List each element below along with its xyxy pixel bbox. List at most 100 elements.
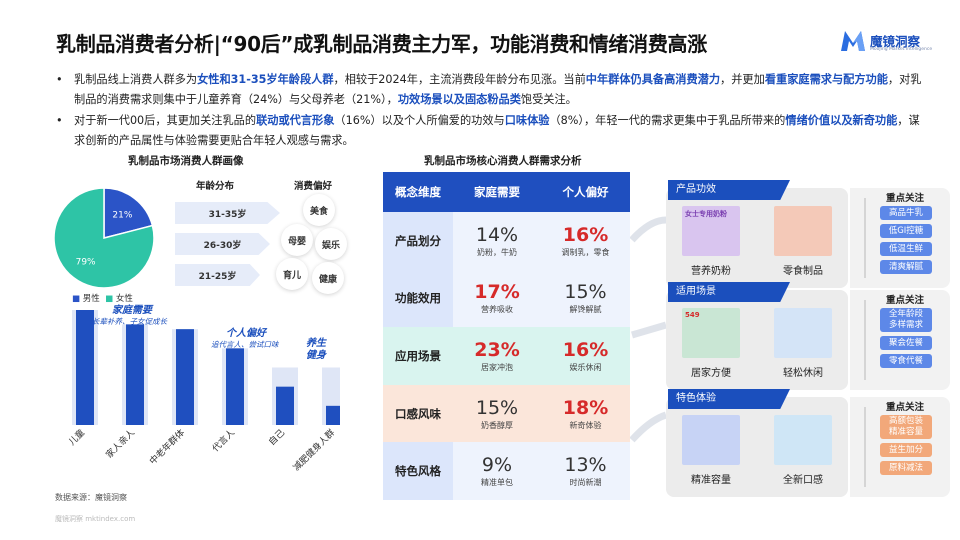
pie-label-0: 21% [112, 210, 132, 220]
bar-2 [176, 329, 194, 425]
key-focus-title: 重点关注 [886, 402, 925, 413]
cell-value: 13% [564, 454, 607, 477]
pref-baby: 母婴 [281, 224, 313, 256]
table-row-label: 功能效用 [383, 269, 453, 328]
family-need-label: 家庭需要 [112, 305, 152, 316]
cell-sub: 奶粉，牛奶 [477, 247, 517, 257]
cell-sub: 时尚新潮 [569, 478, 602, 488]
pref-health: 健康 [312, 262, 344, 294]
cell-sub: 新奇体验 [569, 420, 602, 430]
cell-sub: 娱乐休闲 [569, 362, 602, 372]
focus-pill: 高额包装 精准容量 [880, 415, 932, 439]
divider [864, 407, 866, 487]
product-label: 精准容量 [691, 475, 731, 486]
bar-category-1: 家人亲人 [103, 427, 137, 461]
personal-pref-label: 个人偏好 [226, 328, 266, 339]
bullet-text: ，相较于2024年，主流消费段年龄分布见涨。当前 [333, 73, 586, 86]
table-cell: 15% 解馋解腻 [541, 269, 630, 328]
table-cell: 18% 新奇体验 [541, 384, 630, 443]
product-label: 零食制品 [783, 266, 823, 277]
product-image: 549 [682, 308, 740, 358]
age-title: 年龄分布 [196, 181, 235, 192]
cell-sub: 调制乳，零食 [561, 247, 610, 257]
group-tab: 特色体验 [668, 389, 790, 409]
family-need-sub: 长辈补养、子女促成长 [92, 317, 167, 326]
focus-pill: 低温生鲜 [880, 242, 932, 256]
bar-0 [76, 310, 94, 425]
table-row-label: 产品划分 [383, 212, 453, 270]
product-image [774, 206, 832, 256]
key-focus-title: 重点关注 [886, 295, 925, 306]
table-title: 乳制品市场核心消费人群需求分析 [424, 155, 582, 167]
cell-value: 15% [475, 396, 519, 419]
left-panel-title: 乳制品市场消费人群画像 [128, 155, 244, 167]
table-row-label: 特色风格 [383, 442, 453, 500]
pie-legend: ■ 男性 ■ 女性 [72, 292, 133, 304]
divider [864, 198, 866, 278]
highlight-text: 中年群体仍具备高消费潜力 [585, 73, 721, 86]
product-label: 营养奶粉 [691, 266, 731, 277]
cell-value: 14% [475, 223, 519, 246]
cell-value: 18% [562, 396, 609, 419]
product-image [774, 308, 832, 358]
personal-pref-sub: 追代言人、尝试口味 [211, 340, 279, 349]
pref-parenting: 育儿 [276, 258, 308, 290]
watermark: 魔镜洞察 mktindex.com [55, 515, 136, 523]
age-tag-31-35: 31-35岁 [175, 202, 280, 224]
bullet-text: （8%），年轻一代的需求更集中于乳品所带来的 [549, 114, 786, 127]
legend-female-icon: ■ [105, 294, 114, 304]
product-label: 居家方便 [691, 368, 731, 379]
pie-group: 21% 79% [53, 187, 155, 289]
product-image [774, 415, 832, 465]
pie-label-1: 79% [76, 258, 96, 268]
highlight-text: 看重家庭需求与配方功能 [764, 73, 888, 86]
cell-sub: 营养吸收 [481, 305, 513, 315]
bar-group: 儿童 家人亲人 中老年群体 代言人 自己 减肥健身人群 [66, 310, 340, 473]
divider [864, 300, 866, 380]
focus-pill: 益生加分 [880, 443, 932, 457]
table-cell: 13% 时尚新潮 [541, 442, 630, 500]
cell-sub: 居家冲泡 [481, 362, 513, 372]
bullet-text: ，对乳制品的消费需求则集中于儿童养育（24%）与父母养老（21%）， [74, 73, 922, 106]
bullet-text: 乳制品线上消费人群多为 [74, 73, 198, 86]
crowd-bar-chart: 儿童 家人亲人 中老年群体 代言人 自己 减肥健身人群 [66, 310, 340, 473]
focus-pill: 全年龄段 多样需求 [880, 308, 932, 332]
product-image [682, 415, 740, 465]
legend-male-icon: ■ [72, 294, 81, 304]
data-source: 数据来源：魔镜洞察 [55, 493, 127, 502]
bullet-text: 对于新一代00后，其更加关注乳品的 [74, 114, 257, 127]
cell-value: 9% [481, 454, 513, 477]
group-tab: 适用场景 [668, 282, 790, 302]
pref-title: 消费偏好 [294, 181, 333, 192]
bar-5 [326, 405, 340, 425]
cell-sub: 解馋解腻 [569, 305, 602, 315]
focus-pill: 零食代餐 [880, 354, 932, 368]
focus-pill: 低GI控糖 [880, 224, 932, 238]
table-cell: 16% 娱乐休闲 [541, 327, 630, 385]
key-focus-title: 重点关注 [886, 193, 925, 204]
highlight-text: 女性和31-35岁年龄段人群 [197, 73, 334, 86]
demand-table: 概念维度 家庭需要 个人偏好 产品划分 14% 奶粉，牛奶 16% 调制乳，零食 功能效用 17%… [383, 172, 630, 500]
bar-1 [126, 324, 144, 425]
bar-category-4: 自己 [266, 427, 287, 448]
bar-3 [226, 348, 244, 425]
cell-value: 23% [474, 338, 520, 361]
table-cell: 23% 居家冲泡 [453, 327, 541, 385]
cell-value: 16% [562, 338, 609, 361]
gender-pie-chart: 21% 79% [53, 187, 155, 289]
product-label: 全新口感 [783, 475, 823, 486]
table-header-0: 概念维度 [383, 172, 453, 212]
table-cell: 9% 精准单包 [453, 442, 541, 500]
cell-sub: 精准单包 [481, 478, 513, 488]
pie-slice-1 [53, 187, 155, 289]
product-label: 轻松休闲 [783, 368, 823, 379]
bar-4 [276, 386, 294, 425]
cell-value: 16% [562, 223, 609, 246]
highlight-text: 联动或代言形象 [256, 114, 335, 127]
highlight-text: 口味体验 [504, 114, 550, 127]
brand-logo: 魔镜洞察 Moojing Market Intelligence [840, 28, 950, 58]
age-tag-21-25: 21-25岁 [175, 264, 260, 286]
focus-pill: 高品牛乳 [880, 206, 932, 220]
bar-category-2: 中老年群体 [147, 427, 187, 467]
focus-pill: 原料减法 [880, 461, 932, 475]
